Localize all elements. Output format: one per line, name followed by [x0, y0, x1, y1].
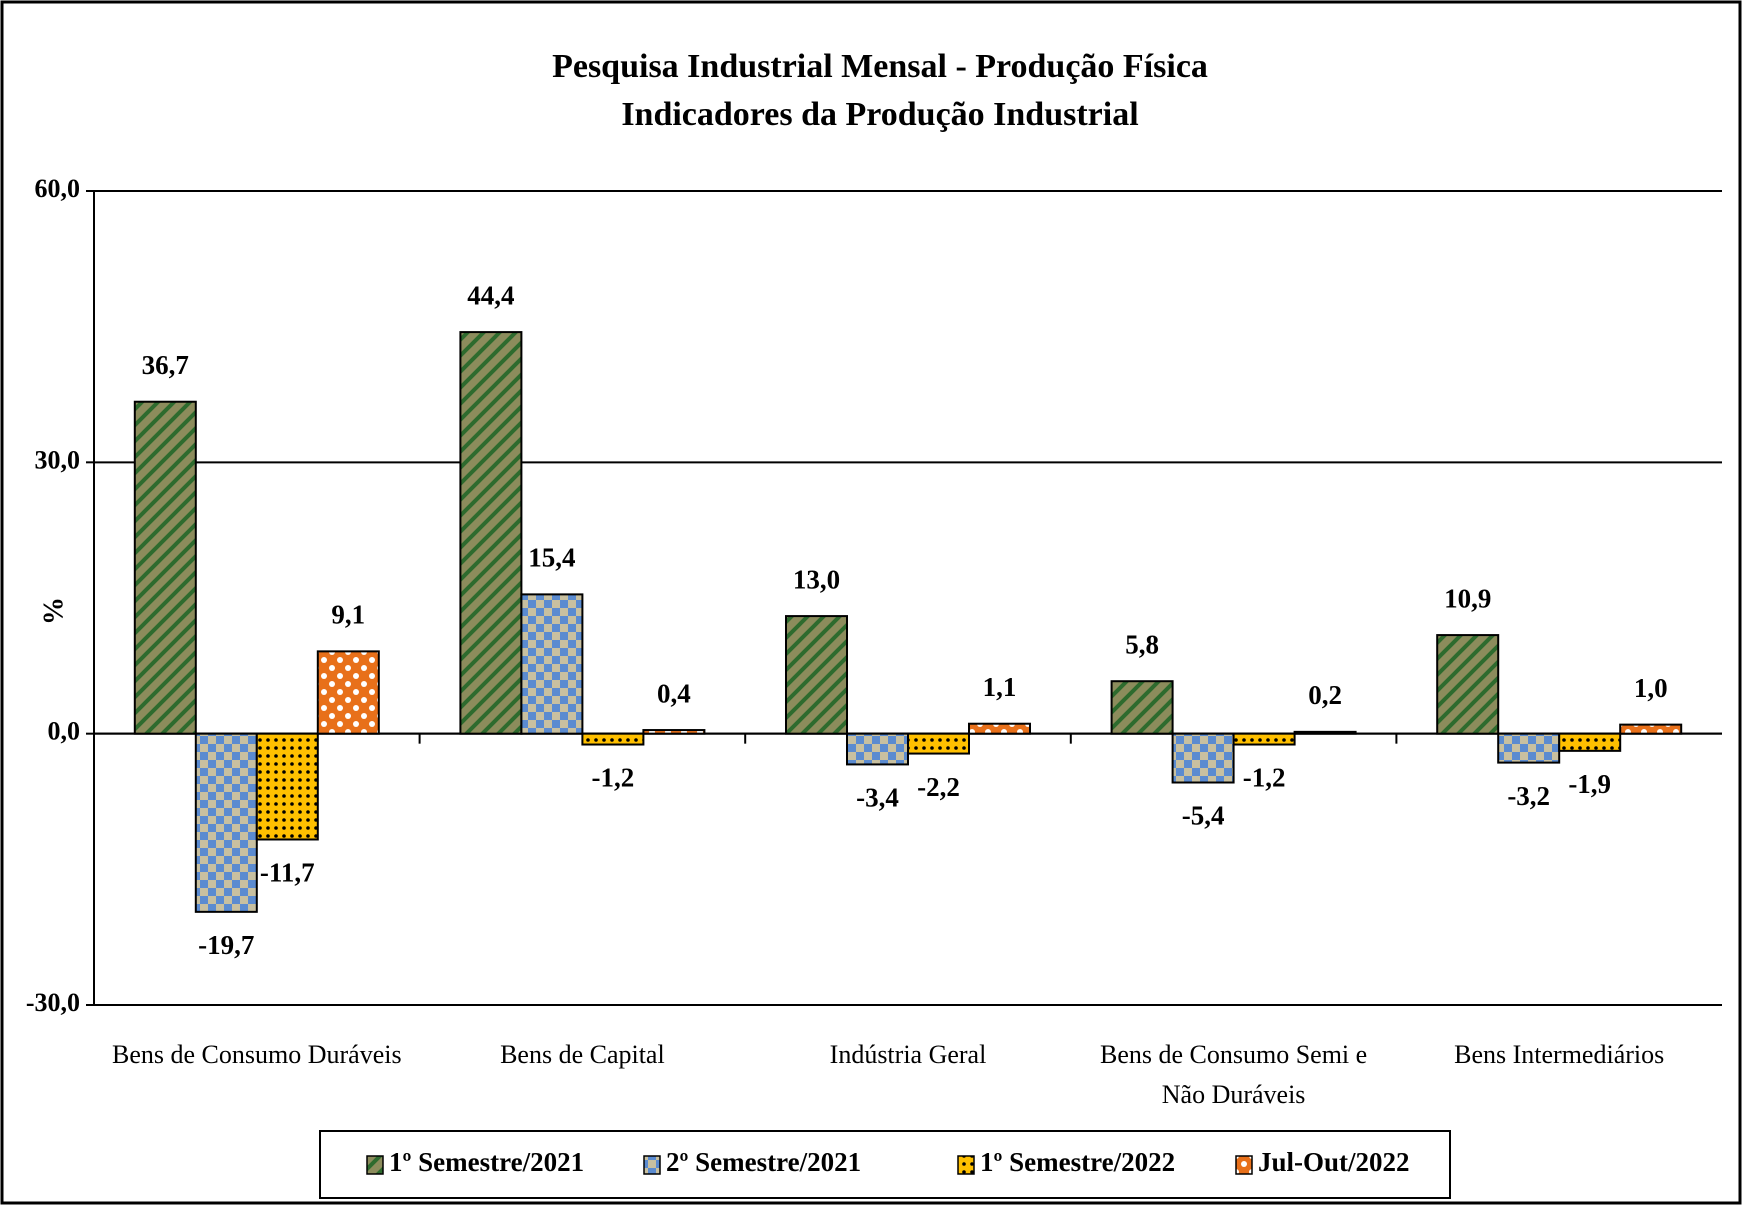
- legend-box: [319, 1130, 1451, 1199]
- value-label: -3,4: [856, 783, 899, 813]
- bar: [1497, 732, 1561, 764]
- y-tick-label: 0,0: [48, 717, 81, 746]
- value-label: -1,2: [592, 763, 635, 793]
- value-label: 36,7: [142, 350, 189, 380]
- x-tick-label: Bens Intermediários: [1454, 1040, 1665, 1069]
- x-tick-label: Bens de Consumo Duráveis: [112, 1040, 402, 1069]
- value-label: -1,2: [1243, 763, 1286, 793]
- value-label: 13,0: [793, 564, 840, 594]
- y-tick-label: -30,0: [26, 988, 80, 1017]
- bar: [316, 650, 380, 735]
- bar: [194, 732, 258, 913]
- value-label: -5,4: [1182, 801, 1225, 831]
- bar: [1232, 732, 1296, 746]
- x-tick-label: Bens de Consumo Semi e Não Duráveis: [1099, 1040, 1368, 1109]
- value-label: 10,9: [1444, 583, 1491, 613]
- legend-label: 1º Semestre/2022: [980, 1147, 1175, 1177]
- value-label: 5,8: [1125, 629, 1159, 659]
- bar: [785, 615, 848, 735]
- value-label: 0,4: [657, 678, 691, 708]
- legend-label: 1º Semestre/2021: [389, 1147, 584, 1177]
- bar: [642, 729, 706, 735]
- legend-label: 2º Semestre/2021: [666, 1147, 861, 1177]
- value-label: 9,1: [331, 600, 365, 630]
- bar: [1171, 732, 1235, 784]
- y-tick-label: 60,0: [35, 174, 81, 203]
- value-label: 1,1: [983, 672, 1017, 702]
- bar: [520, 593, 584, 735]
- bar: [1436, 634, 1500, 735]
- value-label: -11,7: [260, 858, 315, 888]
- legend-swatch: [643, 1155, 661, 1175]
- x-tick-label: Indústria Geral: [829, 1040, 987, 1069]
- value-label: -3,2: [1507, 781, 1550, 811]
- bar: [133, 400, 197, 735]
- y-axis-label: %: [38, 597, 69, 625]
- value-label: 1,0: [1634, 673, 1668, 703]
- legend-swatch: [1235, 1155, 1253, 1175]
- x-tick-label: Bens de Capital: [500, 1040, 665, 1069]
- bar: [1558, 732, 1622, 752]
- legend-label: Jul-Out/2022: [1258, 1147, 1410, 1177]
- value-label: 44,4: [467, 280, 514, 310]
- chart-title: Pesquisa Industrial Mensal - Produção Fí…: [552, 48, 1208, 85]
- bar: [968, 722, 1031, 735]
- bar: [846, 732, 909, 766]
- value-label: -1,9: [1568, 769, 1611, 799]
- bar: [1293, 730, 1357, 735]
- value-label: 0,2: [1308, 680, 1342, 710]
- value-label: 15,4: [528, 543, 575, 573]
- bar: [581, 732, 645, 746]
- bar: [1110, 680, 1174, 735]
- chart-subtitle: Indicadores da Produção Industrial: [621, 96, 1138, 133]
- y-tick-label: 30,0: [35, 445, 81, 474]
- legend-swatch: [366, 1155, 384, 1175]
- legend-swatch: [957, 1155, 975, 1175]
- value-label: -19,7: [198, 930, 254, 960]
- value-label: -2,2: [917, 772, 960, 802]
- bar: [907, 732, 970, 755]
- bar: [255, 732, 319, 841]
- bar: [1619, 723, 1683, 735]
- bar: [459, 331, 523, 735]
